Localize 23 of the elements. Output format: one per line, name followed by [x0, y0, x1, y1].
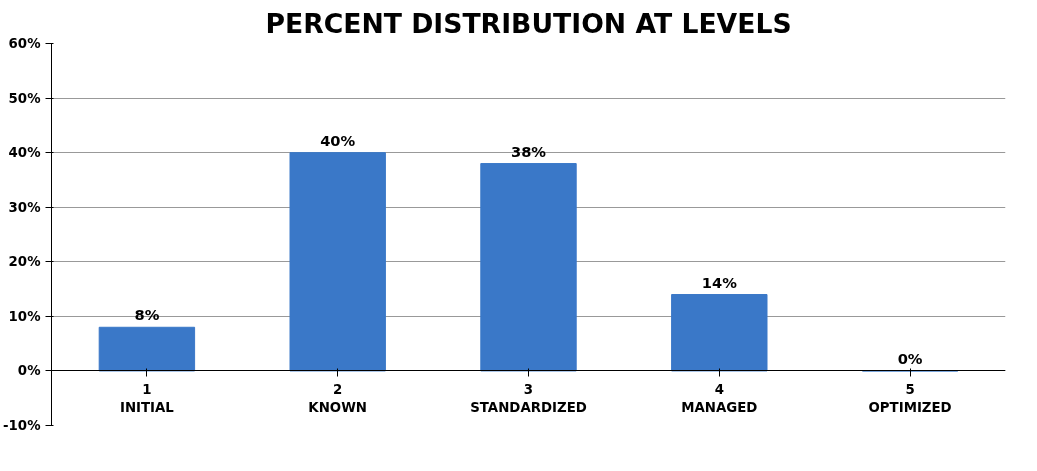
bar: [289, 152, 386, 372]
y-tick-label: 30%: [8, 199, 41, 215]
x-tick-label: 4 MANAGED: [681, 381, 758, 415]
y-tick-label: 50%: [8, 90, 41, 106]
bar: [671, 294, 768, 372]
x-tick-label: 1 INITIAL: [119, 381, 175, 415]
x-tick-label: 2 KNOWN: [308, 381, 368, 415]
y-tick-label: 0%: [17, 363, 41, 379]
y-tick-label: 20%: [8, 254, 41, 270]
bar: [98, 326, 196, 372]
x-tick-label: 5 OPTIMIZED: [868, 381, 952, 415]
data-label: 40%: [320, 131, 356, 149]
chart-title: PERCENT DISTRIBUTION AT LEVELS: [265, 7, 792, 39]
x-tick-label: 3 STANDARDIZED: [470, 381, 587, 415]
data-label: 8%: [134, 306, 160, 324]
data-label: 38%: [510, 142, 547, 160]
y-tick-label: -10%: [3, 418, 41, 433]
data-label: 0%: [897, 349, 923, 367]
bar: [480, 163, 577, 372]
y-tick-label: 10%: [8, 308, 41, 324]
y-tick-label: 40%: [8, 145, 41, 161]
data-label: 14%: [701, 273, 738, 291]
y-tick-label: 60%: [8, 36, 41, 51]
